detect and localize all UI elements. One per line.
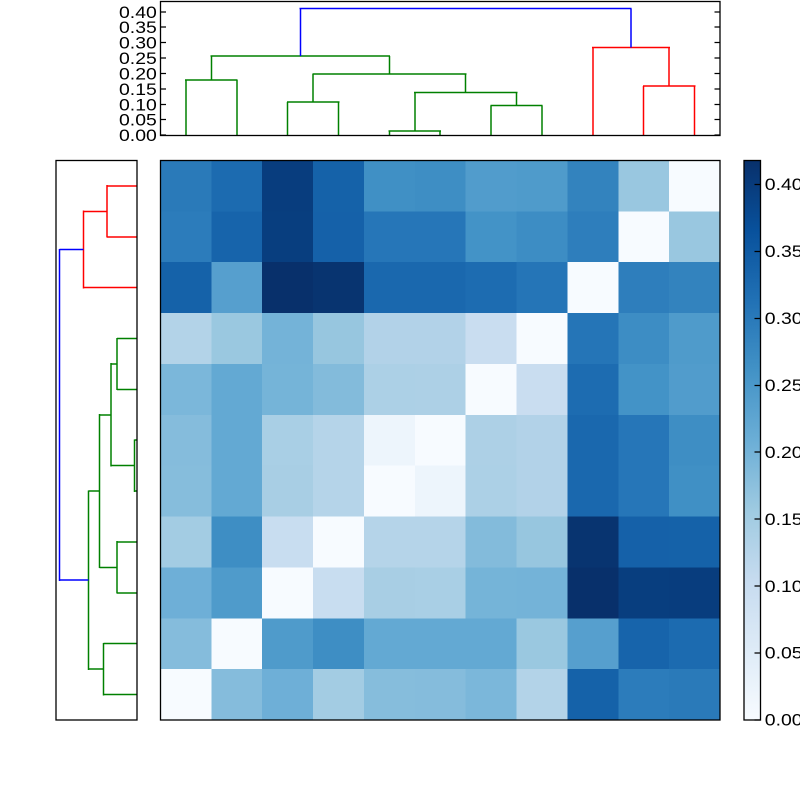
svg-text:0.35: 0.35 [765, 242, 800, 261]
svg-text:0.15: 0.15 [765, 510, 800, 529]
svg-text:0.10: 0.10 [119, 95, 157, 114]
svg-text:0.25: 0.25 [119, 49, 157, 68]
svg-text:0.25: 0.25 [765, 376, 800, 395]
svg-text:0.40: 0.40 [765, 175, 800, 194]
svg-text:0.30: 0.30 [119, 34, 157, 53]
svg-text:0.10: 0.10 [765, 577, 800, 596]
svg-text:0.00: 0.00 [765, 711, 800, 730]
svg-text:0.40: 0.40 [119, 3, 157, 22]
svg-text:0.00: 0.00 [119, 126, 157, 145]
svg-text:0.05: 0.05 [119, 111, 157, 130]
svg-text:0.20: 0.20 [119, 64, 157, 83]
svg-text:0.30: 0.30 [765, 309, 800, 328]
svg-text:0.35: 0.35 [119, 18, 157, 37]
svg-text:0.05: 0.05 [765, 644, 800, 663]
svg-text:0.15: 0.15 [119, 80, 157, 99]
svg-text:0.20: 0.20 [765, 443, 800, 462]
